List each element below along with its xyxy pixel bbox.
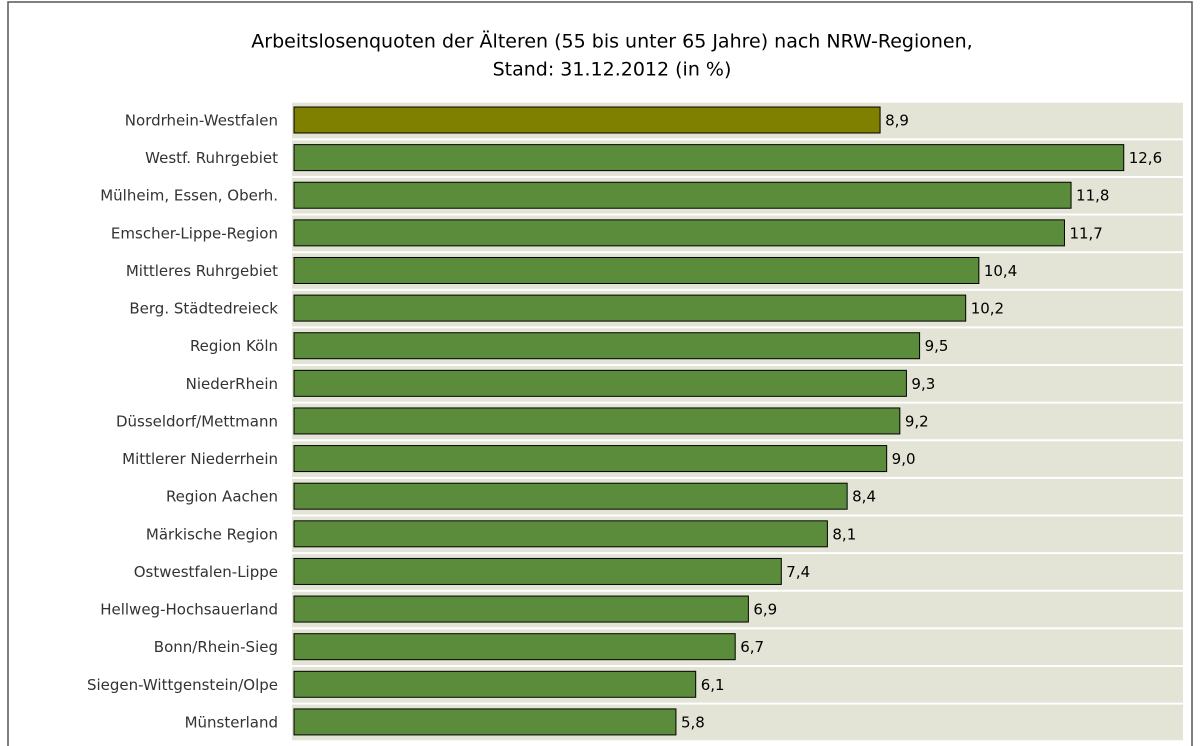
bar <box>293 219 1065 247</box>
category-label: NiederRhein <box>186 375 278 393</box>
bar <box>293 144 1125 172</box>
bar <box>293 708 677 736</box>
bar <box>293 445 888 473</box>
bar <box>293 106 881 134</box>
bar <box>293 407 901 435</box>
chart-title: Arbeitslosenquoten der Älteren (55 bis u… <box>251 30 972 53</box>
value-label: 7,4 <box>786 563 810 581</box>
category-label: Westf. Ruhrgebiet <box>145 149 278 167</box>
value-label: 11,8 <box>1076 187 1109 205</box>
bar <box>293 520 828 548</box>
bar <box>293 181 1072 209</box>
bar <box>293 670 697 698</box>
category-label: Mittleres Ruhrgebiet <box>126 262 278 280</box>
value-label: 10,2 <box>971 300 1004 318</box>
chart-subtitle: Stand: 31.12.2012 (in %) <box>493 59 732 81</box>
value-label: 8,1 <box>832 525 856 543</box>
category-label: Hellweg-Hochsauerland <box>100 601 278 619</box>
bar <box>293 633 736 661</box>
bar <box>293 332 921 360</box>
category-label: Nordrhein-Westfalen <box>125 112 278 130</box>
category-label: Märkische Region <box>146 525 278 543</box>
value-label: 12,6 <box>1129 149 1162 167</box>
value-label: 6,7 <box>740 638 764 656</box>
value-label: 8,4 <box>852 488 876 506</box>
category-label: Düsseldorf/Mettmann <box>116 412 278 430</box>
category-label: Region Köln <box>190 337 278 355</box>
value-label: 6,1 <box>701 676 725 694</box>
bar <box>293 294 967 322</box>
value-label: 9,0 <box>892 450 916 468</box>
value-label: 6,9 <box>753 601 777 619</box>
category-label: Region Aachen <box>166 488 278 506</box>
bar <box>293 595 749 623</box>
category-label: Mülheim, Essen, Oberh. <box>100 187 278 205</box>
bar <box>293 256 980 284</box>
value-label: 11,7 <box>1069 224 1102 242</box>
value-label: 8,9 <box>885 112 909 130</box>
category-label: Siegen-Wittgenstein/Olpe <box>87 676 278 694</box>
category-label: Ostwestfalen-Lippe <box>134 563 278 581</box>
category-label: Mittlerer Niederrhein <box>122 450 278 468</box>
category-label: Münsterland <box>185 713 278 731</box>
value-label: 5,8 <box>681 713 705 731</box>
bar <box>293 557 782 585</box>
bar <box>293 482 848 510</box>
value-label: 9,3 <box>911 375 935 393</box>
category-label: Emscher-Lippe-Region <box>111 224 278 242</box>
category-label: Berg. Städtedreieck <box>129 300 278 318</box>
category-label: Bonn/Rhein-Sieg <box>154 638 278 656</box>
value-label: 9,2 <box>905 412 929 430</box>
value-label: 9,5 <box>925 337 949 355</box>
value-label: 10,4 <box>984 262 1017 280</box>
bar <box>293 369 907 397</box>
